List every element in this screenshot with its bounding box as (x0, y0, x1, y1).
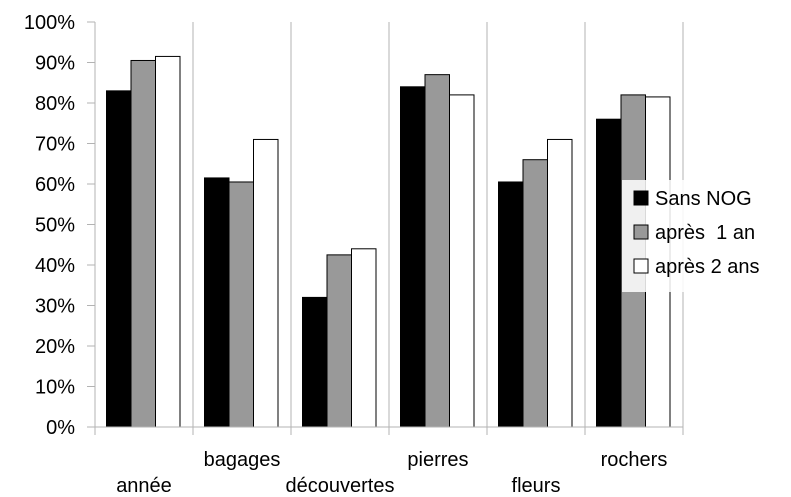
legend-box (622, 180, 791, 292)
bar-année-s1 (130, 59, 156, 428)
x-tick-label: année (116, 475, 172, 497)
bar-année-s2 (155, 55, 181, 428)
bar-fleurs-s2 (547, 138, 573, 428)
bar-fleurs-s1 (522, 159, 548, 428)
bar-pierres-s1 (424, 74, 450, 428)
y-tick-label: 10% (35, 377, 75, 399)
y-tick-label: 100% (24, 12, 75, 34)
x-tick-label: découvertes (286, 475, 395, 497)
y-axis-ticks: 0% 10% 20% 30% 40% 50% 60% 70% 80% 90% 100% (24, 12, 95, 439)
y-tick-label: 30% (35, 296, 75, 318)
x-tick-label: fleurs (512, 475, 561, 497)
x-tick-label: rochers (601, 449, 668, 471)
y-tick-label: 70% (35, 134, 75, 156)
y-tick-label: 90% (35, 53, 75, 75)
bar-bagages-s1 (228, 181, 254, 428)
bars (106, 55, 671, 428)
legend-swatch (633, 190, 649, 206)
y-tick-label: 80% (35, 93, 75, 115)
bar-découvertes-s2 (351, 248, 377, 428)
legend-label: après 1 an (655, 222, 755, 244)
y-tick-label: 50% (35, 215, 75, 237)
bar-pierres-s0 (400, 86, 426, 428)
legend-label: Sans NOG (655, 188, 752, 210)
bar-bagages-s2 (253, 138, 279, 428)
x-tick-label: pierres (407, 449, 468, 471)
grid-lines (94, 22, 684, 435)
y-tick-label: 0% (46, 417, 75, 439)
y-tick-label: 40% (35, 255, 75, 277)
bar-rochers-s0 (596, 118, 622, 428)
legend-swatch (633, 258, 649, 274)
bar-bagages-s0 (204, 177, 230, 428)
legend: Sans NOG après 1 an après 2 ans (622, 180, 791, 292)
bar-pierres-s2 (449, 94, 475, 428)
bar-fleurs-s0 (498, 181, 524, 428)
legend-label: après 2 ans (655, 256, 760, 278)
y-tick-label: 60% (35, 174, 75, 196)
legend-swatch (633, 224, 649, 240)
bar-découvertes-s1 (326, 254, 352, 428)
y-tick-label: 20% (35, 336, 75, 358)
bar-année-s0 (106, 90, 132, 428)
x-tick-label: bagages (204, 449, 281, 471)
bar-découvertes-s0 (302, 296, 328, 428)
